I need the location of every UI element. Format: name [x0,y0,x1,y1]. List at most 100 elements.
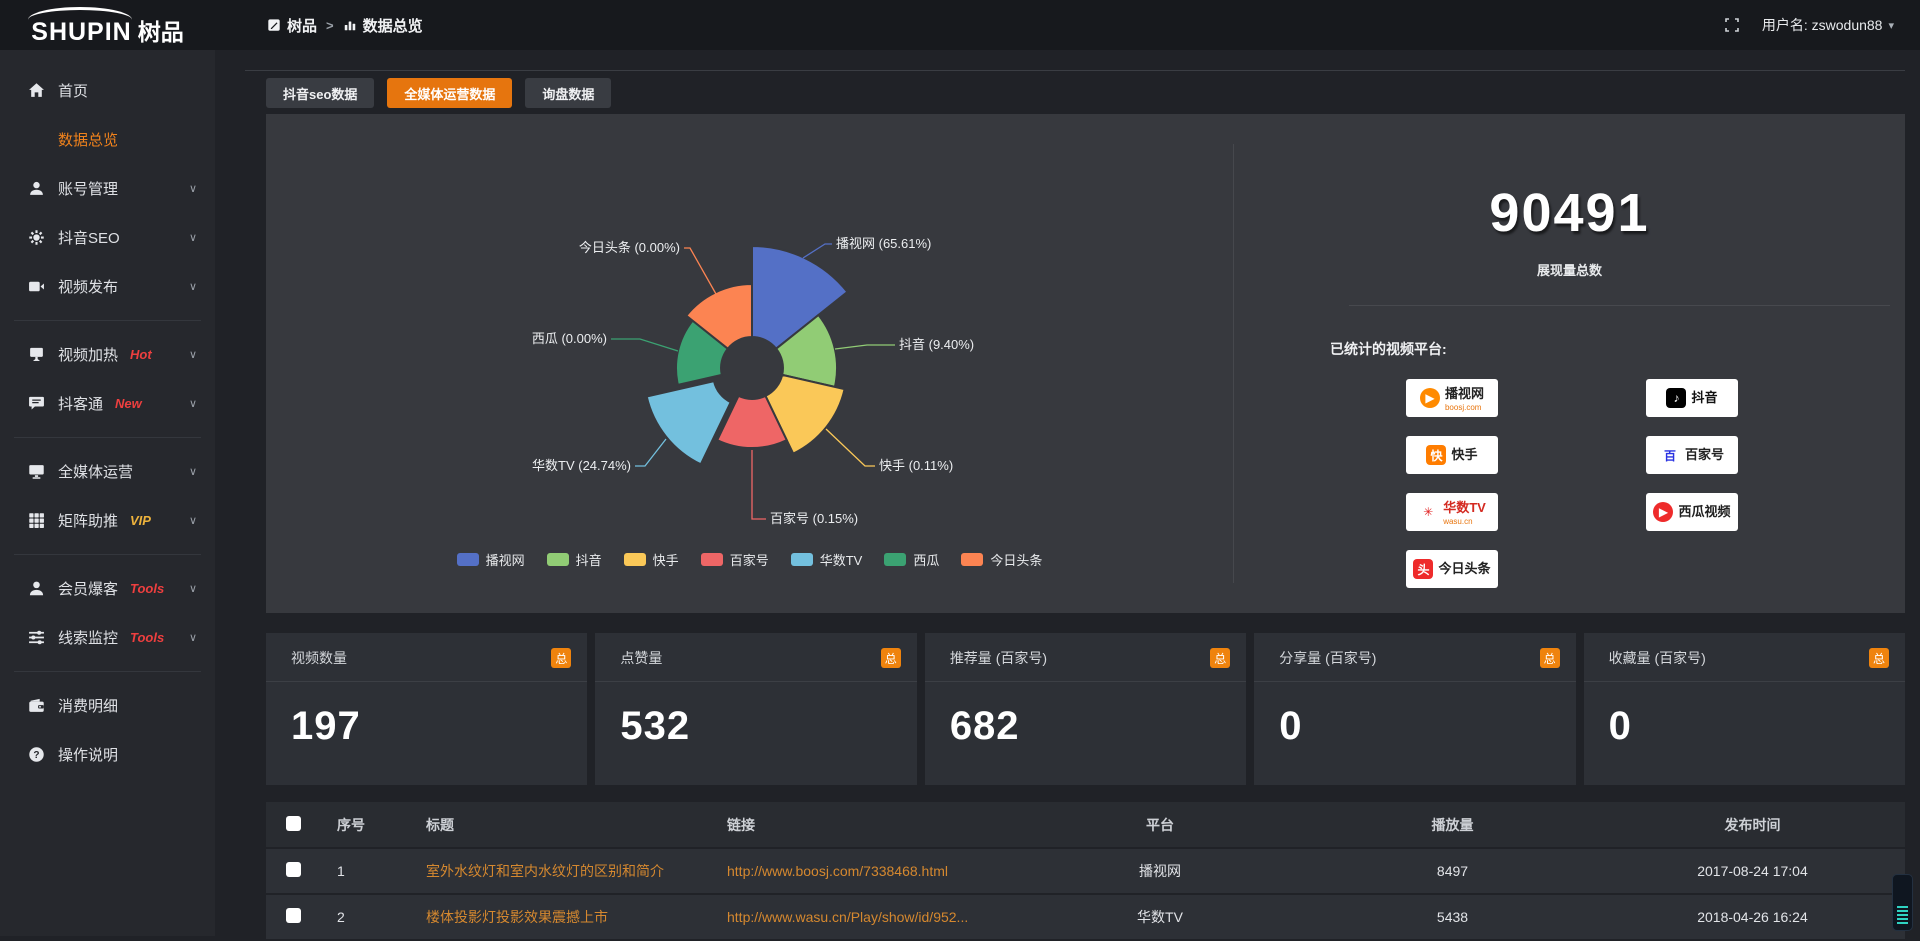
chevron-down-icon: ∨ [189,397,197,410]
legend-item[interactable]: 百家号 [701,550,769,569]
chevron-down-icon: ∨ [189,631,197,644]
chevron-down-icon: ∨ [189,514,197,527]
xigua-icon: ▶ [1653,502,1673,522]
column-header: 平台 [1015,802,1305,847]
platforms-label: 已统计的视频平台: [1330,339,1905,359]
platform-subtitle: wasu.cn [1443,517,1486,526]
legend-item[interactable]: 西瓜 [884,550,939,569]
stat-card-value: 682 [925,682,1246,749]
stat-card: 点赞量 总 532 [595,633,916,785]
tab-active[interactable]: 全媒体运营数据 [387,78,512,108]
platform-name: 百家号 [1685,447,1724,462]
sidebar-item[interactable]: 首页 [0,66,215,115]
sidebar-item[interactable]: 数据总览 [0,115,215,164]
chevron-down-icon: ∨ [189,582,197,595]
pie-label: 快手 (0.11%) [879,458,953,473]
cell-platform: 华数TV [1015,895,1305,939]
breadcrumb-label: 树品 [287,15,317,36]
legend-label: 华数TV [820,550,863,569]
legend-swatch [884,553,906,566]
user-menu[interactable]: 用户名: zswodun88 ▾ [1762,15,1894,35]
tab-inactive[interactable]: 抖音seo数据 [266,78,374,108]
table-row: 1 室外水纹灯和室内水纹灯的区别和简介 http://www.boosj.com… [266,849,1905,893]
cell-plays: 8497 [1305,849,1600,893]
column-header: 链接 [711,802,1015,847]
sidebar-item-label: 消费明细 [58,695,118,716]
cell-title-link[interactable]: 楼体投影灯投影效果震撼上市 [394,895,711,939]
topbar-right: 用户名: zswodun88 ▾ [1724,15,1920,35]
sidebar-item[interactable]: 视频发布∨ [0,262,215,311]
stat-card-title: 推荐量 (百家号) [950,648,1047,668]
legend-item[interactable]: 今日头条 [961,550,1042,569]
kuaishou-icon: 快 [1426,445,1446,465]
bar-chart-icon [28,131,45,148]
legend-label: 抖音 [576,550,602,569]
sidebar-item[interactable]: 抖音SEO∨ [0,213,215,262]
sidebar-item-label: 全媒体运营 [58,461,133,482]
user-solid-icon [28,580,45,597]
sidebar-item[interactable]: 账号管理∨ [0,164,215,213]
legend-item[interactable]: 播视网 [457,550,525,569]
sidebar-item[interactable]: 线索监控 Tools ∨ [0,613,215,662]
legend-label: 西瓜 [913,550,939,569]
breadcrumb: 树品 > 数据总览 [267,15,423,36]
pie-label-line [752,450,766,519]
stat-card-value: 532 [595,682,916,749]
row-checkbox[interactable] [286,862,301,877]
cell-title-link[interactable]: 室外水纹灯和室内水纹灯的区别和简介 [394,849,711,893]
sidebar-item-label: 线索监控 [58,627,118,648]
cell-url-link[interactable]: http://www.boosj.com/7338468.html [711,849,1015,893]
pie-label: 今日头条 (0.00%) [579,240,680,255]
column-header: 发布时间 [1600,802,1905,847]
stat-card-value: 197 [266,682,587,749]
fullscreen-icon[interactable] [1724,17,1740,33]
sidebar-item-badge: New [115,396,142,411]
row-checkbox[interactable] [286,908,301,923]
sidebar-divider [14,554,201,555]
question-icon: ? [28,746,45,763]
sidebar-item-badge: VIP [130,513,151,528]
sidebar-item[interactable]: ?操作说明 [0,730,215,779]
sidebar-item-label: 抖客通 [58,393,103,414]
legend-item[interactable]: 华数TV [791,550,863,569]
sidebar-item-badge: Tools [130,630,164,645]
chart-panel: 播视网 (65.61%)抖音 (9.40%)快手 (0.11%)百家号 (0.1… [266,114,1905,613]
platform-name: 今日头条 [1438,561,1490,576]
tab-bar: 抖音seo数据全媒体运营数据询盘数据 [266,78,611,108]
legend-swatch [624,553,646,566]
stat-card-value: 0 [1254,682,1575,749]
logo-text-cn: 树品 [138,13,184,47]
stat-card: 视频数量 总 197 [266,633,587,785]
svg-text:?: ? [33,750,39,761]
home-icon [28,82,45,99]
platform-badge: 百百家号 [1646,436,1738,474]
pie-label: 西瓜 (0.00%) [532,331,607,346]
pie-label-line [611,339,678,351]
sidebar-item-label: 抖音SEO [58,227,120,248]
legend-item[interactable]: 抖音 [547,550,602,569]
user-icon [28,180,45,197]
column-header: 标题 [394,802,711,847]
pie-slice[interactable] [647,381,731,464]
stat-card-header: 点赞量 总 [595,633,916,682]
sidebar-divider [14,671,201,672]
sidebar-item[interactable]: 抖客通 New ∨ [0,379,215,428]
platform-name: 播视网 [1445,386,1484,401]
platform-badge: 头今日头条 [1406,550,1498,588]
breadcrumb-item-home[interactable]: 树品 [267,15,317,36]
floating-widget[interactable] [1892,874,1913,931]
sidebar-item[interactable]: 全媒体运营∨ [0,447,215,496]
sidebar-item[interactable]: 消费明细 [0,681,215,730]
legend-item[interactable]: 快手 [624,550,679,569]
total-badge: 总 [551,648,571,668]
stat-card-header: 收藏量 (百家号) 总 [1584,633,1905,682]
select-all-checkbox[interactable] [286,816,301,831]
tab-inactive[interactable]: 询盘数据 [525,78,611,108]
breadcrumb-item-current[interactable]: 数据总览 [343,15,423,36]
cell-url-link[interactable]: http://www.wasu.cn/Play/show/id/952... [711,895,1015,939]
boosj-icon: ▶ [1420,388,1440,408]
